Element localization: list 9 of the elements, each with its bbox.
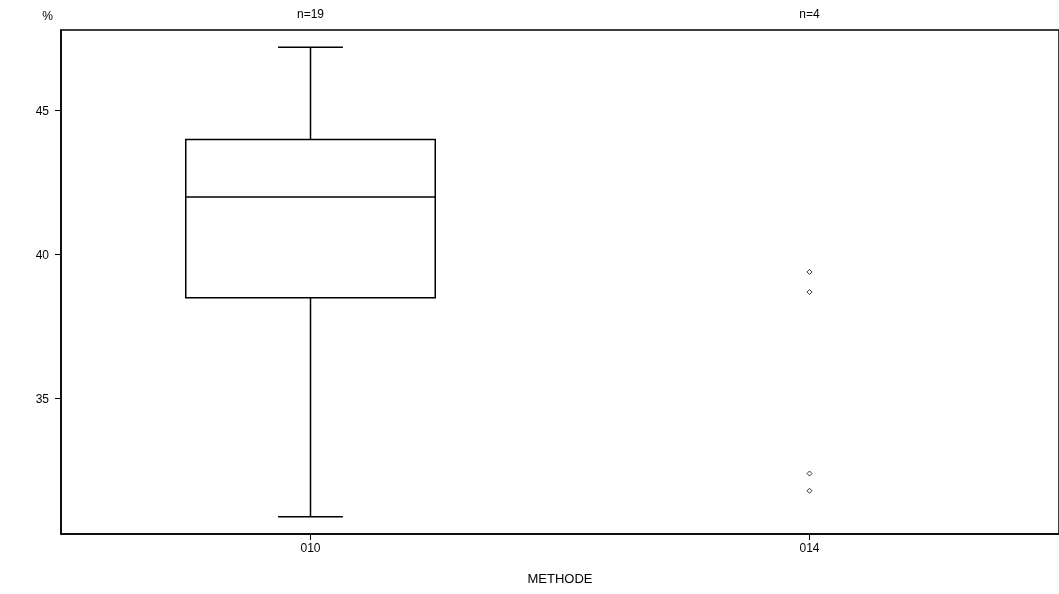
text: n=4 <box>799 7 820 21</box>
y-tick-label: 35 <box>35 391 50 406</box>
text: n=19 <box>296 7 325 21</box>
x-tick-label: 010 <box>300 541 321 555</box>
x-axis-title: METHODE <box>527 571 593 586</box>
y-tick-label: 40 <box>35 247 50 262</box>
y-axis-title: % <box>42 9 54 23</box>
y-tick-label: 45 <box>35 103 50 118</box>
x-tick-label: 014 <box>799 541 820 555</box>
